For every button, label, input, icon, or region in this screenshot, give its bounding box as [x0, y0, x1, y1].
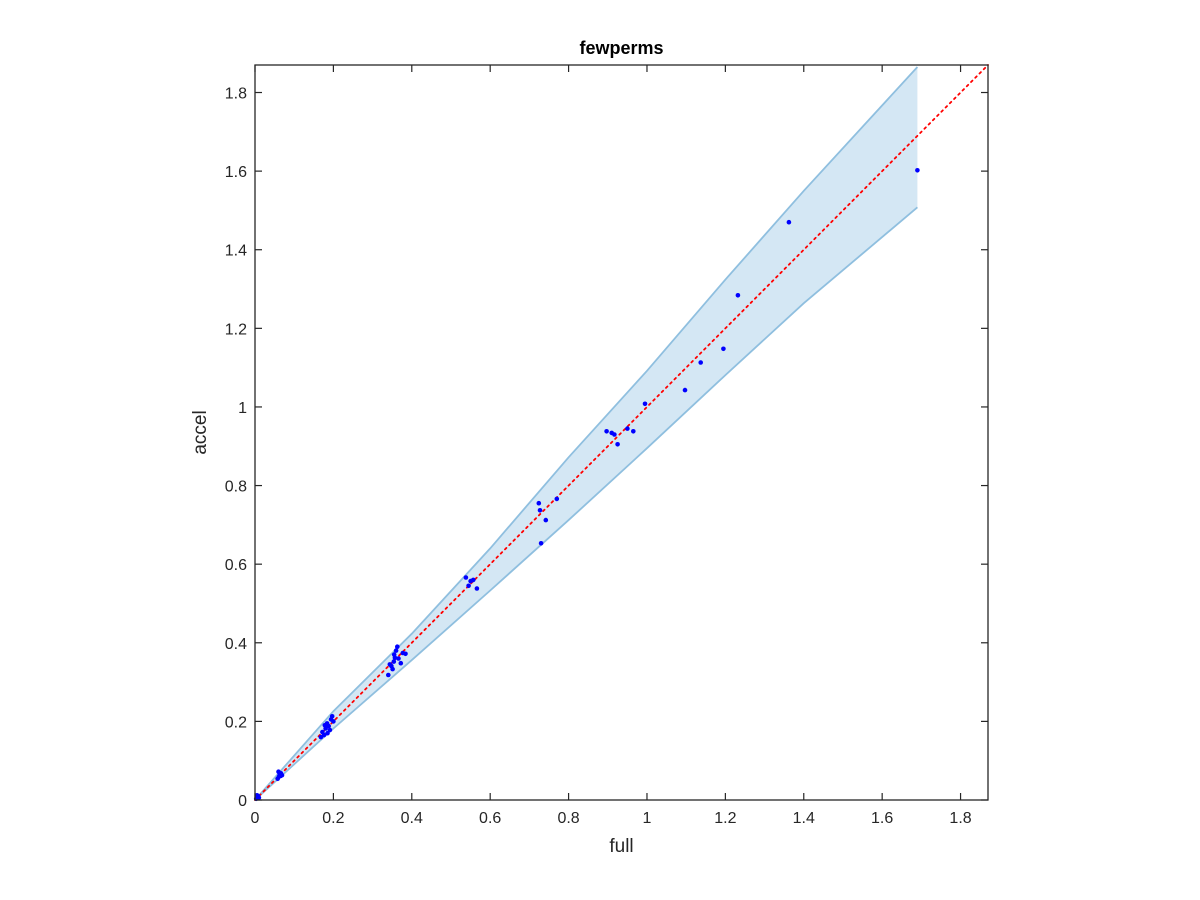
data-point — [471, 577, 476, 583]
data-point — [537, 508, 543, 513]
data-point — [538, 541, 544, 546]
data-points — [253, 168, 920, 802]
data-point — [786, 219, 792, 225]
data-point — [391, 659, 397, 664]
y-tick-label: 1.8 — [225, 86, 247, 103]
y-tick-label: 0.2 — [225, 714, 247, 731]
data-point — [331, 719, 336, 724]
data-point — [279, 772, 285, 778]
x-tick-label: 0.4 — [401, 810, 423, 827]
band-lower-edge — [254, 206, 918, 801]
data-point — [390, 666, 395, 672]
data-point — [327, 727, 333, 733]
data-point — [322, 723, 328, 728]
x-axis-ticks: 0 0.2 0.4 0.6 0.8 1 1.2 1.4 1.6 1.8 — [251, 65, 972, 827]
x-tick-label: 1.8 — [949, 810, 971, 827]
data-point — [396, 656, 401, 661]
y-tick-label: 0 — [238, 793, 247, 810]
data-point — [463, 575, 469, 580]
data-point — [391, 652, 397, 657]
data-point — [612, 432, 617, 437]
data-point — [329, 714, 335, 719]
x-tick-label: 0 — [251, 810, 260, 827]
plot-frame — [254, 64, 989, 801]
data-point — [642, 401, 648, 407]
y-axis-ticks: 0 0.2 0.4 0.6 0.8 1 1.2 1.4 1.6 1.8 — [225, 86, 988, 810]
y-tick-label: 0.4 — [225, 636, 247, 653]
data-point — [543, 517, 549, 523]
data-point — [466, 583, 471, 589]
data-point — [395, 644, 400, 649]
data-point — [321, 732, 327, 738]
x-tick-label: 1.6 — [871, 810, 893, 827]
chart-title: fewperms — [579, 38, 663, 58]
confidence-band — [254, 66, 919, 801]
x-tick-label: 0.6 — [479, 810, 501, 827]
x-tick-label: 1.2 — [714, 810, 736, 827]
y-tick-label: 1.4 — [225, 243, 247, 260]
data-point — [403, 651, 408, 657]
y-tick-label: 0.8 — [225, 479, 247, 496]
data-point — [604, 429, 609, 434]
data-point — [721, 346, 726, 352]
data-point — [393, 648, 399, 653]
x-tick-label: 0.2 — [322, 810, 344, 827]
data-point — [254, 793, 260, 798]
y-tick-label: 1.6 — [225, 164, 247, 181]
y-tick-label: 1 — [238, 400, 247, 417]
x-axis-label: full — [609, 836, 633, 857]
y-tick-label: 1.2 — [225, 321, 247, 338]
data-point — [398, 660, 404, 666]
data-point — [474, 586, 480, 591]
x-tick-label: 1.4 — [793, 810, 815, 827]
data-point — [386, 672, 391, 678]
data-point — [326, 723, 332, 729]
data-point — [615, 442, 620, 447]
band-upper-edge — [254, 66, 919, 801]
data-point — [625, 426, 630, 431]
y-tick-label: 0.6 — [225, 557, 247, 574]
data-point — [915, 168, 920, 173]
reference-line — [254, 64, 989, 801]
x-tick-label: 0.8 — [557, 810, 579, 827]
data-point — [276, 769, 281, 774]
data-point — [536, 500, 542, 506]
data-point — [698, 360, 703, 365]
x-tick-label: 1 — [643, 810, 652, 827]
data-point — [554, 496, 560, 502]
data-point — [682, 387, 688, 393]
identity-reference-line — [254, 64, 989, 801]
data-point — [735, 293, 741, 298]
data-point — [631, 429, 636, 434]
data-point — [325, 730, 330, 736]
y-axis-label: accel — [190, 410, 211, 454]
